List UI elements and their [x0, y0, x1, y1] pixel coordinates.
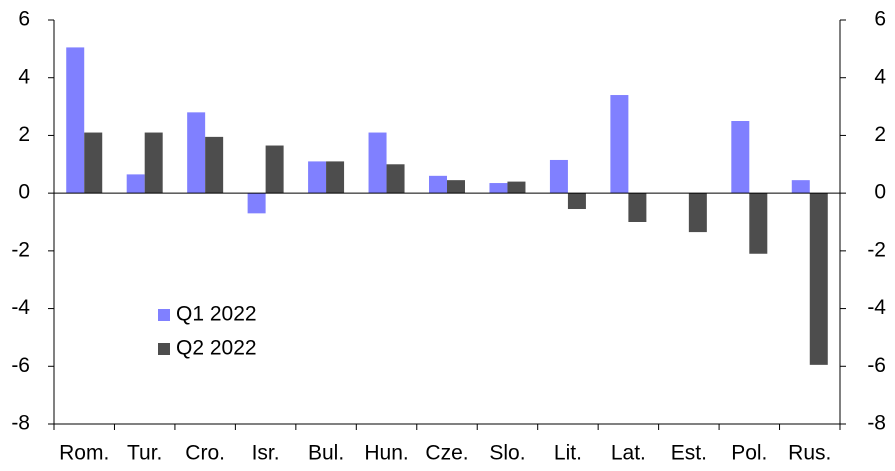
bar	[731, 121, 750, 194]
y2-tick-label: 4	[874, 65, 886, 88]
x-tick-label: Cze.	[425, 442, 468, 465]
y2-tick-label: -4	[867, 296, 886, 319]
y-tick-label: 4	[18, 65, 30, 88]
y2-tick-label: -2	[867, 238, 886, 261]
x-tick-label: Pol.	[731, 442, 767, 465]
bar	[610, 95, 629, 194]
x-tick-label: Est.	[671, 442, 707, 465]
bar	[66, 47, 85, 194]
legend-label: Q1 2022	[176, 303, 257, 326]
bar	[809, 193, 828, 365]
y2-tick-label: -8	[867, 412, 886, 435]
bar	[749, 193, 768, 254]
bar	[368, 132, 387, 194]
bar	[489, 183, 508, 194]
bar	[205, 136, 224, 194]
y2-tick-label: 0	[874, 181, 886, 204]
bar	[429, 175, 447, 194]
bar	[447, 180, 465, 194]
bar	[567, 193, 586, 210]
bar	[507, 181, 526, 194]
legend-label: Q2 2022	[176, 337, 257, 360]
x-tick-label: Rom.	[59, 442, 109, 465]
x-tick-label: Lit.	[554, 442, 582, 465]
y2-tick-label: -6	[867, 354, 886, 377]
legend-swatch	[158, 309, 170, 321]
y-tick-label: -2	[11, 238, 30, 261]
y2-tick-label: 6	[874, 8, 886, 31]
y-tick-label: 2	[18, 123, 30, 146]
bar	[688, 193, 707, 233]
bar	[144, 132, 163, 194]
y-tick-label: -8	[11, 412, 30, 435]
x-tick-label: Lat.	[611, 442, 646, 465]
bar	[247, 193, 266, 214]
bar	[84, 132, 103, 194]
bar	[187, 112, 206, 194]
y2-tick-label: 2	[874, 123, 886, 146]
bar	[386, 164, 405, 194]
legend-swatch	[158, 343, 170, 355]
x-tick-label: Hun.	[364, 442, 408, 465]
bar	[791, 180, 810, 194]
bar	[549, 159, 568, 194]
bar	[126, 174, 145, 194]
x-tick-label: Tur.	[127, 442, 162, 465]
bar	[308, 161, 327, 194]
bar	[265, 145, 284, 194]
x-tick-label: Slo.	[489, 442, 525, 465]
y-tick-label: 0	[18, 181, 30, 204]
x-tick-label: Cro.	[185, 442, 225, 465]
bar	[326, 161, 345, 194]
x-tick-label: Bul.	[308, 442, 344, 465]
x-tick-label: Rus.	[788, 442, 831, 465]
y-tick-label: 6	[18, 8, 30, 31]
bar	[628, 193, 647, 222]
y-tick-label: -4	[11, 296, 30, 319]
y-tick-label: -6	[11, 354, 30, 377]
x-tick-label: Isr.	[252, 442, 280, 465]
